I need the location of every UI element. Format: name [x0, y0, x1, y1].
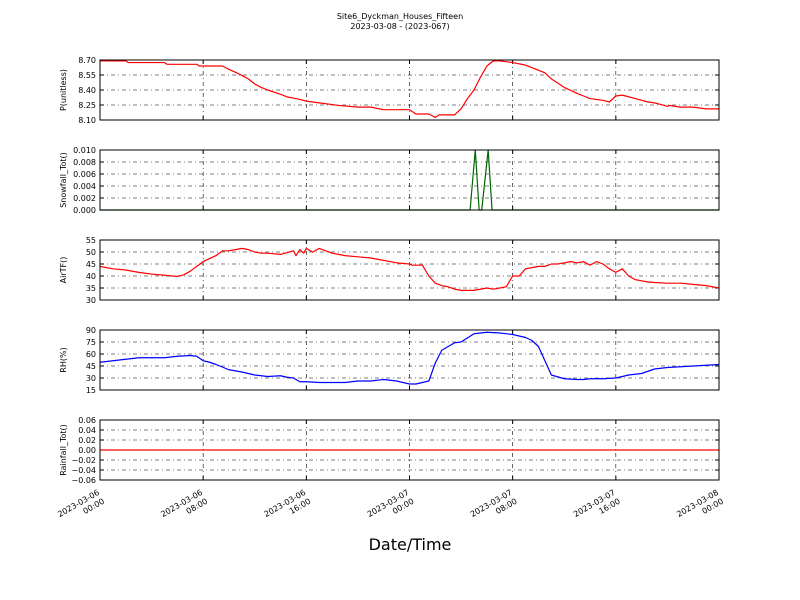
x-tick-label: 2023-03-0616:00 — [263, 488, 313, 528]
y-tick-label: 0.004 — [73, 182, 96, 191]
y-tick-label: 8.10 — [78, 116, 96, 125]
y-tick-label: 0.04 — [78, 426, 96, 435]
y-tick-label: −0.02 — [71, 456, 96, 465]
y-tick-label: 50 — [86, 248, 96, 257]
y-axis-label: Snowfall_Tot() — [59, 152, 68, 208]
y-tick-label: 35 — [86, 284, 96, 293]
y-tick-label: −0.04 — [71, 466, 96, 475]
plot-frame — [99, 239, 720, 301]
y-axis-label: Rainfall_Tot() — [59, 424, 68, 476]
subplot-4: 15 30 45 60 75 90 RH(%) — [59, 326, 720, 395]
y-tick-label: 8.25 — [78, 101, 96, 110]
y-tick-label: 30 — [86, 374, 96, 383]
y-tick-label: 45 — [86, 260, 96, 269]
plot-frame — [99, 59, 720, 121]
series-line-1 — [100, 60, 719, 119]
y-tick-label: 0.00 — [78, 446, 96, 455]
y-tick-label: 0.002 — [73, 194, 96, 203]
y-tick-label: 8.40 — [78, 86, 96, 95]
series-line-1 — [99, 331, 720, 385]
plot-frame — [99, 329, 720, 391]
y-tick-label: 0.010 — [73, 146, 96, 155]
x-tick-label: 2023-03-0608:00 — [159, 488, 209, 528]
y-tick-label: 8.55 — [78, 71, 96, 80]
y-axis-label: RH(%) — [59, 347, 68, 372]
subplot-stack: 8.108.258.408.558.70P(unitless)0.0000.00… — [56, 56, 725, 528]
subplot-5: −0.06−0.04−0.020.000.020.040.06 Rainfall_… — [56, 416, 725, 528]
x-tick-label: 2023-03-0716:00 — [572, 488, 622, 528]
chart-subtitle: 2023-03-08 - (2023-067) — [350, 22, 449, 31]
y-tick-label: 0.06 — [78, 416, 96, 425]
y-axis-label: P(unitless) — [59, 69, 68, 111]
y-tick-label: 0.008 — [73, 158, 96, 167]
y-tick-label: 15 — [86, 386, 96, 395]
y-tick-label: 0.02 — [78, 436, 96, 445]
y-tick-label: 0.000 — [73, 206, 96, 215]
y-axis-label: AirTF() — [59, 257, 68, 284]
y-tick-label: −0.06 — [71, 476, 96, 485]
y-tick-label: 45 — [86, 362, 96, 371]
y-tick-label: 40 — [86, 272, 96, 281]
subplot-1: 8.10 8.25 8.40 8.55 8.70 P(unitless) — [59, 56, 720, 125]
x-axis-label: Date/Time — [369, 535, 452, 554]
y-tick-label: 8.70 — [78, 56, 96, 65]
y-tick-label: 75 — [86, 338, 96, 347]
x-tick-label: 2023-03-0800:00 — [675, 488, 725, 528]
y-tick-label: 0.006 — [73, 170, 96, 179]
x-tick-label: 2023-03-0700:00 — [366, 488, 416, 528]
plot-frame — [99, 419, 720, 481]
plot-frame — [99, 149, 720, 211]
x-tick-label: 2023-03-0600:00 — [56, 488, 106, 528]
chart-title: Site6_Dyckman_Houses_Fifteen — [337, 12, 463, 21]
subplot-3: 30 35 40 45 50 55 AirTF() — [59, 236, 720, 305]
y-tick-label: 90 — [86, 326, 96, 335]
y-tick-label: 55 — [86, 236, 96, 245]
x-tick-label: 2023-03-0708:00 — [469, 488, 519, 528]
y-tick-label: 60 — [86, 350, 96, 359]
series-line-1 — [99, 247, 720, 291]
y-tick-label: 30 — [86, 296, 96, 305]
subplot-2: 0.000 0.002 0.004 0.006 0.008 0.010 Snowfall_T… — [59, 146, 720, 215]
